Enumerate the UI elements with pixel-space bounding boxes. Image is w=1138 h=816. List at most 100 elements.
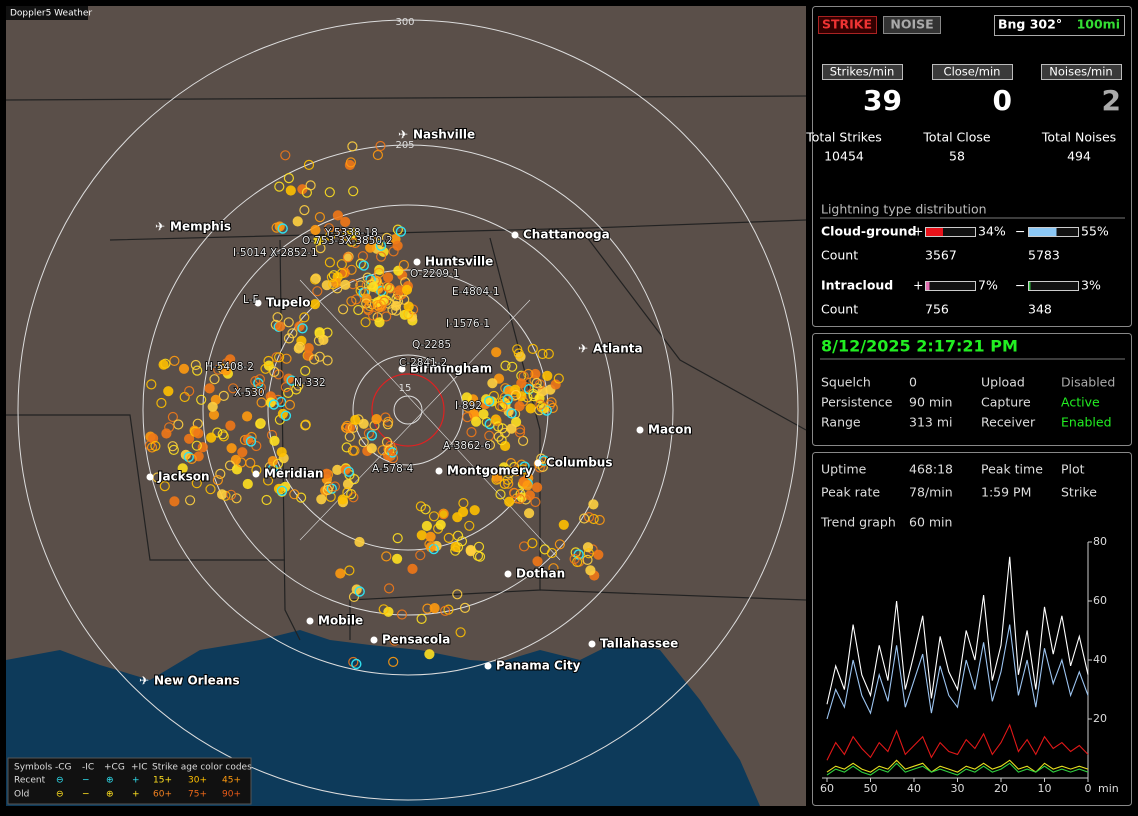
legend-header: Symbols [14, 763, 53, 773]
trend-panel [812, 452, 1132, 806]
strike-marker [355, 258, 366, 269]
y-tick-label: 60 [1093, 594, 1107, 607]
strike-marker [150, 440, 161, 452]
strike-marker [382, 419, 393, 430]
strike-marker [499, 392, 510, 403]
strike-id: E-4804-1 [452, 286, 500, 298]
strike-marker [274, 181, 285, 192]
city-label: Huntsville [425, 255, 493, 269]
strike-marker [303, 159, 315, 170]
strike-marker [267, 456, 278, 467]
strike-marker [502, 394, 513, 405]
field: Squelch [821, 375, 871, 390]
strike-marker [504, 496, 515, 507]
strike-marker [396, 609, 408, 620]
legend-header: +IC [131, 763, 147, 773]
strike-marker [506, 423, 517, 434]
strike-marker [184, 386, 195, 397]
range-label: 300 [395, 17, 414, 28]
city-label: Meridian [264, 467, 323, 481]
strike-marker [178, 363, 190, 374]
strike-marker [365, 242, 376, 253]
strike-marker [593, 549, 604, 560]
strike-marker [313, 335, 324, 346]
bar-track [1028, 281, 1079, 291]
strike-marker [383, 272, 394, 283]
strike-marker [212, 475, 223, 486]
range-label: 205 [395, 140, 414, 151]
strike-marker [491, 415, 502, 426]
strike-marker [218, 390, 229, 401]
city-label: Tallahassee [600, 637, 678, 651]
airport-icon: ✈ [578, 342, 588, 356]
strike-marker [146, 379, 157, 390]
strike-marker [217, 489, 228, 500]
strike-marker [514, 401, 525, 412]
strike-marker [416, 530, 427, 541]
strike-marker [522, 480, 533, 491]
strike-marker [305, 180, 316, 191]
strike-marker [503, 468, 514, 479]
strike-marker [484, 396, 495, 407]
strike-marker [372, 238, 384, 249]
strike-marker [230, 454, 241, 465]
strike-marker [297, 323, 308, 334]
strike-marker [375, 140, 386, 152]
status-panel [812, 333, 1132, 446]
field: Persistence [821, 395, 893, 410]
strike-marker [514, 493, 525, 505]
range: 100mi [1077, 17, 1120, 32]
strike-marker [309, 354, 320, 365]
strike-marker [355, 285, 366, 296]
bearing-line [299, 279, 561, 561]
strike-marker [376, 251, 387, 262]
map-labels: 300 205 15 ✈ Nashville ✈ Memphis Chattanooga Hun… [139, 17, 693, 689]
strike-marker [255, 382, 266, 393]
legend-header: +CG [104, 763, 125, 773]
strike-id: N-332 [294, 377, 326, 389]
strike-marker [348, 656, 359, 668]
strike-marker [193, 428, 204, 439]
field: Range [821, 415, 861, 430]
strike-marker [500, 360, 511, 371]
strike-marker [496, 435, 507, 446]
strike-marker [462, 412, 473, 423]
noise-button-label[interactable]: NOISE [890, 17, 933, 32]
strike-marker [374, 264, 385, 275]
distribution: Cloud-ground+ 34%3567− 55%5783CountIntracl… [821, 224, 1109, 317]
strike-marker [215, 468, 226, 479]
strike-button-label[interactable]: STRIKE [822, 17, 872, 32]
strike-marker [381, 436, 393, 448]
strike-marker [204, 383, 215, 394]
strike-marker [387, 447, 398, 458]
strike-marker [469, 505, 480, 516]
strike-marker [324, 257, 335, 268]
percent-bar [1029, 282, 1031, 290]
city-dot [484, 662, 492, 670]
strike-marker [465, 544, 476, 556]
strike-marker [277, 223, 288, 234]
strike-marker [443, 532, 454, 544]
legend-item: 15+ [153, 776, 172, 786]
state-borders [5, 95, 807, 641]
rate-label: Noises/min [1049, 65, 1112, 79]
strike-marker [335, 568, 346, 579]
strike-marker [407, 563, 418, 575]
strike-marker [347, 228, 358, 239]
city-label: Mobile [318, 614, 363, 628]
strike-marker [388, 656, 399, 668]
percent-label: 34% [978, 224, 1006, 239]
strike-button[interactable] [818, 16, 877, 34]
field: Peak time [981, 462, 1043, 477]
strike-marker [263, 475, 274, 486]
legend-item: 90+ [222, 790, 241, 800]
strike-marker [498, 462, 510, 473]
strike-marker [503, 478, 514, 489]
strike-marker [558, 519, 569, 530]
strike-marker [517, 464, 529, 475]
noise-button[interactable] [883, 16, 941, 34]
strike-marker [487, 378, 498, 389]
strike-marker [326, 483, 337, 494]
strike-marker [284, 399, 295, 410]
